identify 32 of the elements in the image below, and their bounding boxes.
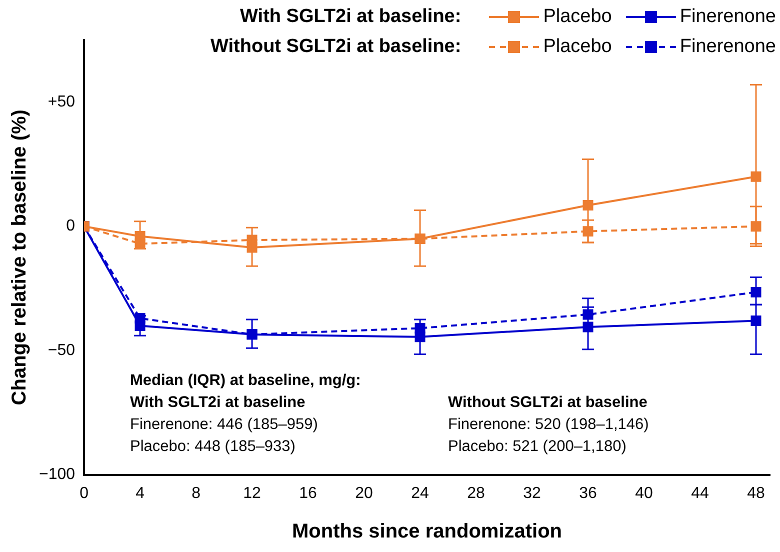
annotation: Placebo: 448 (185–933) (130, 438, 296, 456)
x-tick-label: 36 (579, 484, 598, 502)
legend-label: Placebo (543, 6, 612, 28)
annotation: Placebo: 521 (200–1,180) (448, 438, 626, 456)
y-axis-title: Change relative to baseline (%) (8, 110, 31, 406)
y-tick-label: +50 (48, 94, 76, 111)
x-tick-label: 24 (411, 484, 430, 502)
annotation: Finerenone: 446 (185–959) (130, 416, 318, 434)
y-tick-label: −100 (38, 466, 76, 484)
legend-label: Finerenone (680, 36, 776, 58)
x-tick-label: 4 (136, 484, 145, 502)
x-tick-label: 32 (523, 484, 542, 502)
annotation: With SGLT2i at baseline (130, 394, 306, 412)
legend-label: Placebo (543, 36, 612, 58)
x-tick-label: 12 (243, 484, 262, 502)
annotation: Without SGLT2i at baseline: (210, 36, 462, 58)
x-tick-label: 16 (299, 484, 318, 502)
annotation: Without SGLT2i at baseline (448, 394, 648, 412)
x-axis-title: Months since randomization (292, 520, 562, 543)
x-tick-label: 44 (691, 484, 710, 502)
y-tick-label: 0 (66, 218, 76, 235)
text: With SGLT2i at baseline: (240, 6, 462, 28)
x-tick-label: 28 (467, 484, 486, 502)
x-tick-label: 48 (747, 484, 765, 502)
y-tick-label: −50 (48, 342, 76, 359)
annotation: Finerenone: 520 (198–1,146) (448, 416, 649, 434)
x-tick-label: 20 (355, 484, 374, 502)
x-tick-label: 8 (192, 484, 201, 502)
annotation: Median (IQR) at baseline, mg/g: (130, 372, 361, 390)
x-tick-label: 40 (635, 484, 654, 502)
x-tick-label: 0 (80, 484, 89, 502)
legend-label: Finerenone (680, 6, 776, 28)
